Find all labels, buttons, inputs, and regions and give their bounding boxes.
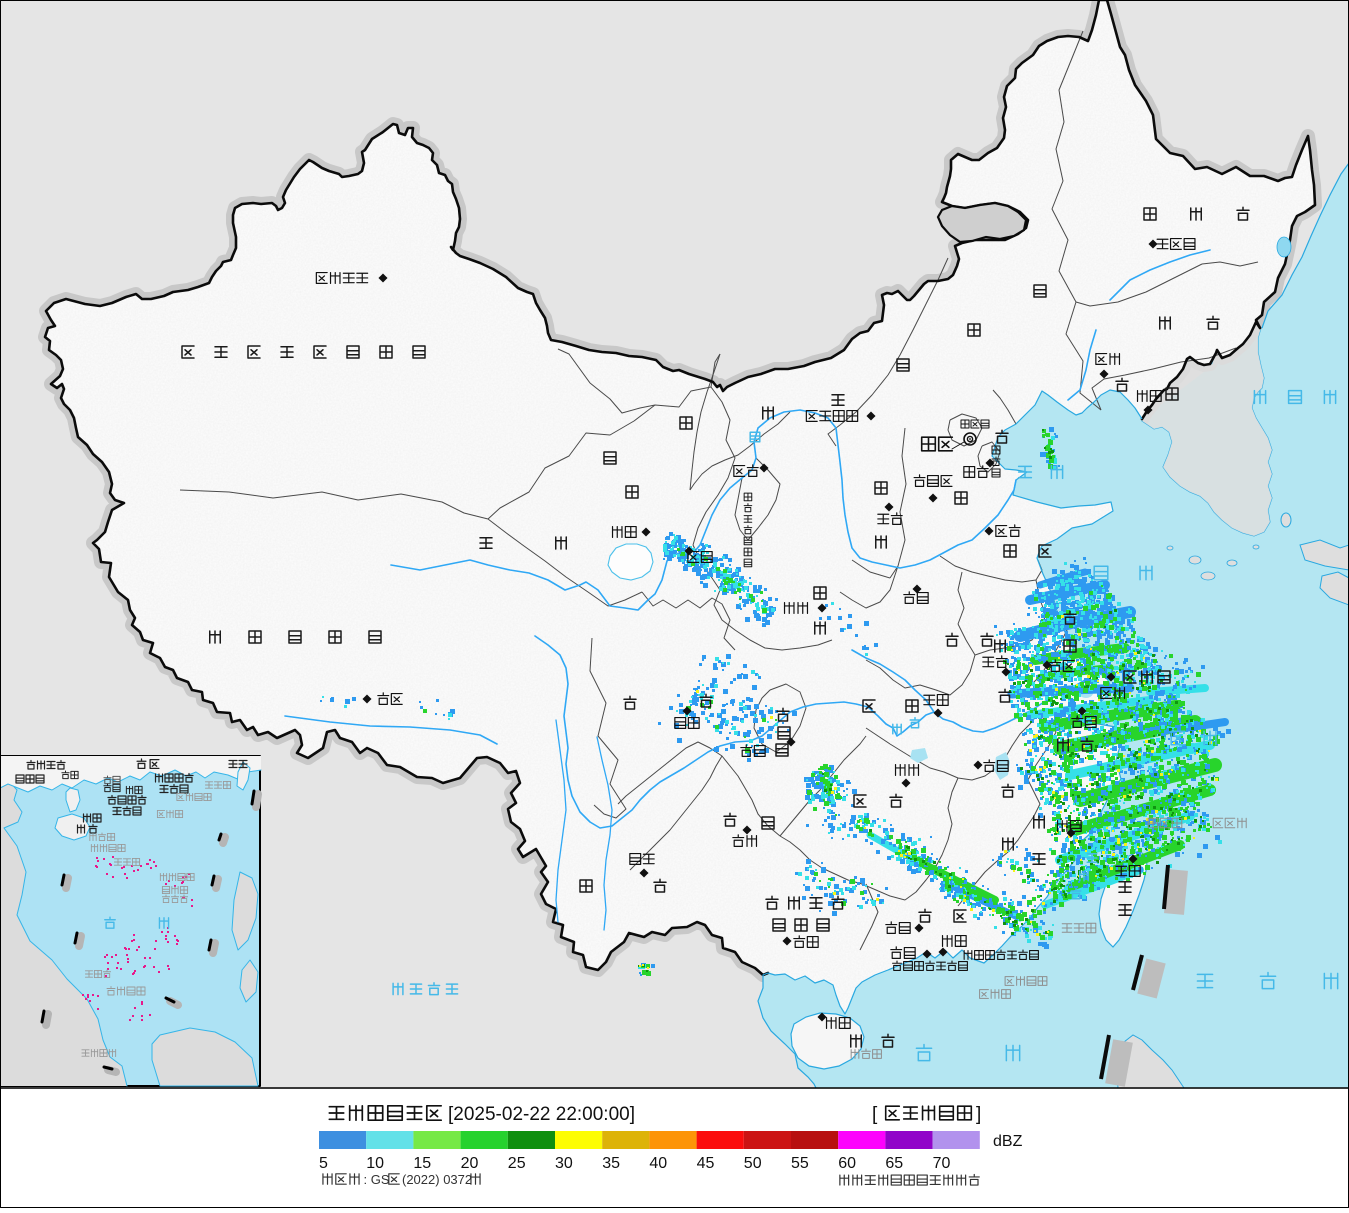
- svg-text:(2022) 0372: (2022) 0372: [402, 1172, 472, 1187]
- svg-text:dBZ: dBZ: [993, 1133, 1023, 1150]
- svg-text:[: [: [872, 1104, 878, 1125]
- svg-text:25: 25: [508, 1155, 526, 1172]
- svg-text:35: 35: [602, 1155, 620, 1172]
- svg-text:50: 50: [744, 1155, 762, 1172]
- svg-text:15: 15: [413, 1155, 431, 1172]
- svg-text:[2025-02-22 22:00:00]: [2025-02-22 22:00:00]: [448, 1104, 635, 1125]
- svg-text:70: 70: [933, 1155, 951, 1172]
- svg-text:5: 5: [319, 1155, 328, 1172]
- svg-text:40: 40: [649, 1155, 667, 1172]
- svg-text:]: ]: [976, 1104, 981, 1125]
- svg-text:45: 45: [697, 1155, 715, 1172]
- svg-text:55: 55: [791, 1155, 809, 1172]
- svg-text:: GS: : GS: [364, 1172, 390, 1187]
- svg-text:65: 65: [885, 1155, 903, 1172]
- svg-text:10: 10: [366, 1155, 384, 1172]
- svg-text:20: 20: [461, 1155, 479, 1172]
- svg-text:30: 30: [555, 1155, 573, 1172]
- svg-text:60: 60: [838, 1155, 856, 1172]
